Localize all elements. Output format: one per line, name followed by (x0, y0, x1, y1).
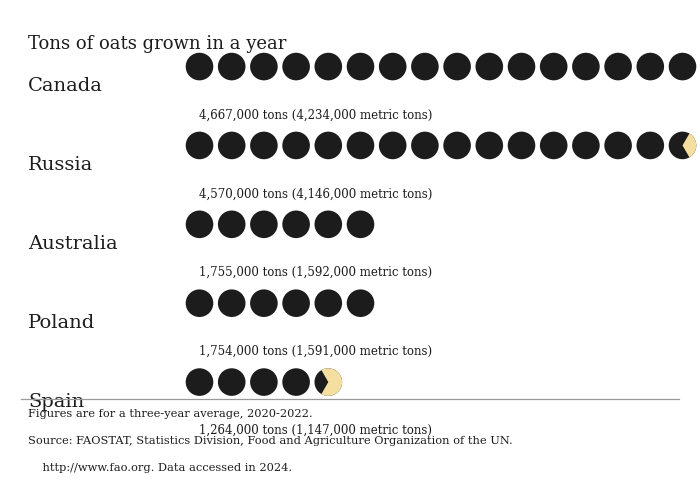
Ellipse shape (218, 211, 246, 238)
Text: 1,755,000 tons (1,592,000 metric tons): 1,755,000 tons (1,592,000 metric tons) (199, 266, 433, 279)
Ellipse shape (186, 211, 214, 238)
Ellipse shape (218, 368, 246, 396)
Ellipse shape (540, 132, 568, 159)
Text: Russia: Russia (28, 156, 93, 174)
Text: 1,264,000 tons (1,147,000 metric tons): 1,264,000 tons (1,147,000 metric tons) (199, 424, 433, 437)
Ellipse shape (186, 289, 214, 317)
Ellipse shape (346, 289, 374, 317)
Text: Canada: Canada (28, 77, 103, 95)
Ellipse shape (250, 53, 278, 80)
Ellipse shape (572, 53, 600, 80)
Ellipse shape (636, 132, 664, 159)
Ellipse shape (314, 368, 342, 396)
Ellipse shape (604, 132, 632, 159)
Polygon shape (682, 134, 696, 157)
Text: Tons of oats grown in a year: Tons of oats grown in a year (28, 35, 286, 53)
Ellipse shape (314, 53, 342, 80)
Ellipse shape (250, 211, 278, 238)
Ellipse shape (475, 132, 503, 159)
Ellipse shape (282, 53, 310, 80)
Ellipse shape (282, 132, 310, 159)
Text: Source: FAOSTAT, Statistics Division, Food and Agriculture Organization of the U: Source: FAOSTAT, Statistics Division, Fo… (28, 436, 512, 446)
Ellipse shape (282, 289, 310, 317)
Ellipse shape (186, 368, 214, 396)
Ellipse shape (218, 53, 246, 80)
Text: http://www.fao.org. Data accessed in 2024.: http://www.fao.org. Data accessed in 202… (28, 463, 292, 473)
Ellipse shape (250, 289, 278, 317)
Ellipse shape (668, 132, 696, 159)
Ellipse shape (379, 132, 407, 159)
Ellipse shape (282, 368, 310, 396)
Ellipse shape (282, 211, 310, 238)
Ellipse shape (186, 53, 214, 80)
Ellipse shape (346, 132, 374, 159)
Ellipse shape (572, 132, 600, 159)
Text: Poland: Poland (28, 314, 95, 332)
Ellipse shape (540, 53, 568, 80)
Text: Australia: Australia (28, 235, 118, 253)
Ellipse shape (218, 132, 246, 159)
Text: 4,667,000 tons (4,234,000 metric tons): 4,667,000 tons (4,234,000 metric tons) (199, 108, 433, 121)
Ellipse shape (475, 53, 503, 80)
Polygon shape (321, 368, 342, 396)
Text: 1,754,000 tons (1,591,000 metric tons): 1,754,000 tons (1,591,000 metric tons) (199, 345, 433, 358)
Ellipse shape (508, 53, 536, 80)
Ellipse shape (411, 132, 439, 159)
Ellipse shape (218, 289, 246, 317)
Ellipse shape (443, 53, 471, 80)
Ellipse shape (314, 132, 342, 159)
Ellipse shape (186, 132, 214, 159)
Ellipse shape (604, 53, 632, 80)
Ellipse shape (636, 53, 664, 80)
Ellipse shape (250, 132, 278, 159)
Ellipse shape (508, 132, 536, 159)
Ellipse shape (314, 211, 342, 238)
Text: Spain: Spain (28, 393, 84, 411)
Ellipse shape (443, 132, 471, 159)
Text: Figures are for a three-year average, 2020-2022.: Figures are for a three-year average, 20… (28, 409, 313, 419)
Text: 4,570,000 tons (4,146,000 metric tons): 4,570,000 tons (4,146,000 metric tons) (199, 187, 433, 200)
Ellipse shape (346, 53, 374, 80)
Ellipse shape (411, 53, 439, 80)
Ellipse shape (379, 53, 407, 80)
Ellipse shape (668, 53, 696, 80)
Ellipse shape (346, 211, 374, 238)
Ellipse shape (314, 289, 342, 317)
Ellipse shape (250, 368, 278, 396)
